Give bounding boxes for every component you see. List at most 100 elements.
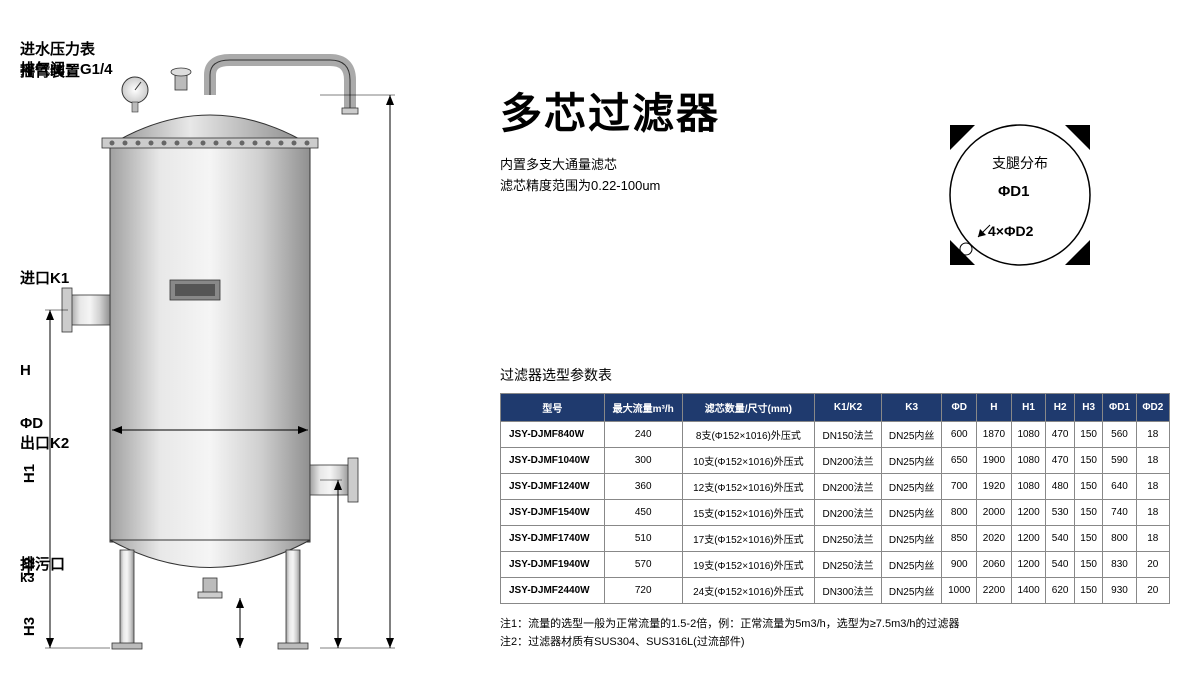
table-cell: 2020 [977,526,1012,552]
table-cell: 590 [1103,448,1136,474]
table-cell: 360 [604,474,682,500]
leg-marker-tr [1065,125,1090,150]
table-cell: JSY-DJMF1740W [501,526,605,552]
table-cell: 18 [1136,500,1169,526]
table-header-cell: K1/K2 [815,394,882,422]
table-cell: 150 [1074,448,1102,474]
table-cell: 800 [1103,526,1136,552]
table-cell: DN25内丝 [881,578,942,604]
table-cell: 15支(Φ152×1016)外压式 [682,500,815,526]
table-cell: JSY-DJMF1540W [501,500,605,526]
table-cell: 700 [942,474,977,500]
table-cell: 470 [1046,448,1074,474]
flange-ring [102,138,318,148]
table-cell: 1000 [942,578,977,604]
table-cell: 740 [1103,500,1136,526]
table-cell: DN25内丝 [881,500,942,526]
tank-diagram-container: 进水压力表 排气阀：G1/4 摇臂装置 进口K1 出口K2 排污口 k3 H H… [20,30,460,670]
table-cell: 1200 [1011,552,1046,578]
tank-diagram-svg [20,30,460,670]
table-cell: 12支(Φ152×1016)外压式 [682,474,815,500]
table-cell: JSY-DJMF1240W [501,474,605,500]
table-cell: 10支(Φ152×1016)外压式 [682,448,815,474]
table-cell: DN25内丝 [881,422,942,448]
table-cell: DN25内丝 [881,474,942,500]
table-cell: 830 [1103,552,1136,578]
table-cell: 530 [1046,500,1074,526]
leg-marker-tl [950,125,975,150]
table-cell: DN200法兰 [815,448,882,474]
table-row: JSY-DJMF1040W30010支(Φ152×1016)外压式DN200法兰… [501,448,1170,474]
note-1: 注1：流量的选型一般为正常流量的1.5-2倍，例：正常流量为5m3/h，选型为≥… [500,616,1170,634]
table-cell: 450 [604,500,682,526]
table-header-cell: ΦD1 [1103,394,1136,422]
tank-body [110,142,310,542]
table-cell: DN200法兰 [815,500,882,526]
table-cell: JSY-DJMF2440W [501,578,605,604]
swing-arm-pipe [210,60,350,110]
table-cell: 540 [1046,526,1074,552]
table-cell: 8支(Φ152×1016)外压式 [682,422,815,448]
table-row: JSY-DJMF840W2408支(Φ152×1016)外压式DN150法兰DN… [501,422,1170,448]
table-row: JSY-DJMF1540W45015支(Φ152×1016)外压式DN200法兰… [501,500,1170,526]
table-cell: DN25内丝 [881,552,942,578]
inlet-k1-nozzle [70,295,110,325]
table-cell: 600 [942,422,977,448]
table-cell: 1080 [1011,474,1046,500]
table-title: 过滤器选型参数表 [500,365,1170,385]
table-cell: 2060 [977,552,1012,578]
outlet-k2-flange [348,458,358,502]
table-cell: 18 [1136,422,1169,448]
table-cell: 900 [942,552,977,578]
label-outlet-k2: 出口K2 [20,432,69,453]
table-cell: 150 [1074,578,1102,604]
table-cell: 150 [1074,526,1102,552]
table-cell: 150 [1074,552,1102,578]
table-cell: 510 [604,526,682,552]
table-cell: 17支(Φ152×1016)外压式 [682,526,815,552]
table-header-cell: 滤芯数量/尺寸(mm) [682,394,815,422]
table-cell: JSY-DJMF840W [501,422,605,448]
table-cell: 640 [1103,474,1136,500]
leg-right [286,550,300,645]
top-fitting-cap [171,68,191,76]
table-cell: 18 [1136,474,1169,500]
leg-phid1-label: ΦD1 [998,183,1030,200]
spec-table: 型号最大流量m³/h滤芯数量/尺寸(mm)K1/K2K3ΦDHH1H2H3ΦD1… [500,393,1170,604]
table-cell: 18 [1136,526,1169,552]
leg-phid2-label: 4×ΦD2 [988,223,1033,239]
table-cell: 1870 [977,422,1012,448]
table-cell: 150 [1074,474,1102,500]
table-row: JSY-DJMF2440W72024支(Φ152×1016)外压式DN300法兰… [501,578,1170,604]
label-h1: H1 [21,464,38,483]
table-row: JSY-DJMF1740W51017支(Φ152×1016)外压式DN250法兰… [501,526,1170,552]
table-cell: 1900 [977,448,1012,474]
table-cell: DN250法兰 [815,526,882,552]
table-cell: 150 [1074,500,1102,526]
table-cell: DN250法兰 [815,552,882,578]
table-cell: 18 [1136,448,1169,474]
table-cell: DN150法兰 [815,422,882,448]
table-cell: 1200 [1011,500,1046,526]
table-row: JSY-DJMF1240W36012支(Φ152×1016)外压式DN200法兰… [501,474,1170,500]
label-inlet-k1: 进口K1 [20,267,69,288]
table-cell: 480 [1046,474,1074,500]
label-swing-arm: 摇臂装置 [20,60,80,81]
table-cell: DN25内丝 [881,526,942,552]
table-header-cell: ΦD [942,394,977,422]
drain-nozzle [203,578,217,594]
table-cell: 800 [942,500,977,526]
table-cell: 470 [1046,422,1074,448]
table-header-cell: H3 [1074,394,1102,422]
table-cell: 650 [942,448,977,474]
table-cell: 240 [604,422,682,448]
table-cell: 1920 [977,474,1012,500]
note-2: 注2：过滤器材质有SUS304、SUS316L(过流部件) [500,634,1170,652]
table-header-cell: K3 [881,394,942,422]
table-header-cell: H [977,394,1012,422]
table-cell: 19支(Φ152×1016)外压式 [682,552,815,578]
label-h2: H2 [21,557,38,576]
table-cell: 1400 [1011,578,1046,604]
table-cell: 20 [1136,578,1169,604]
tank-bottom-dome [110,540,310,568]
